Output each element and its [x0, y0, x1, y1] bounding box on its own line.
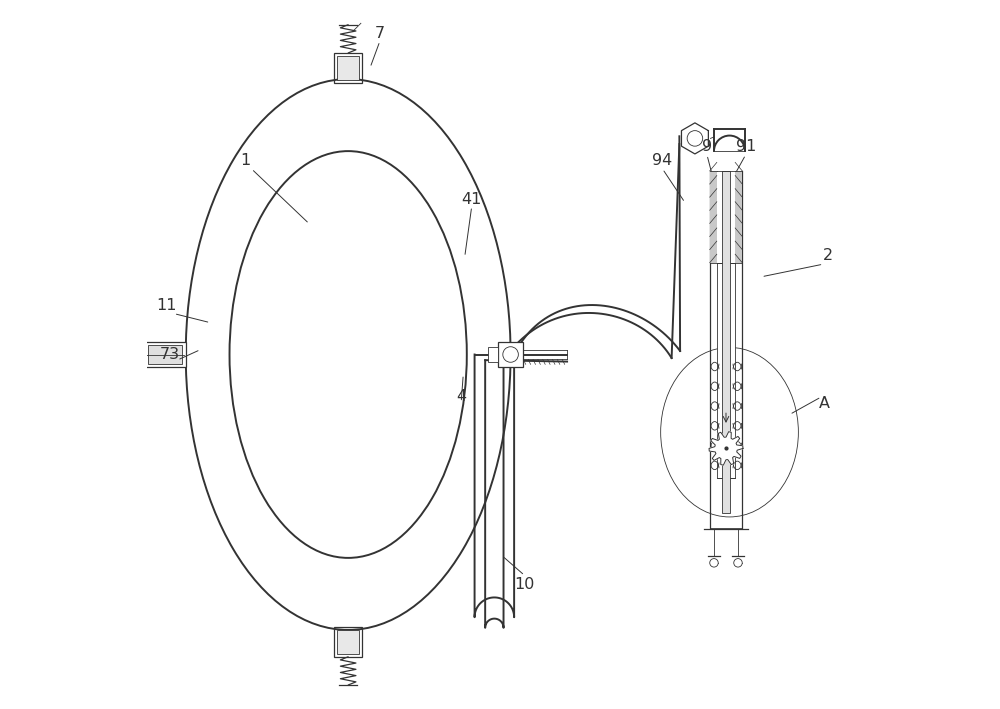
Text: 73: 73	[160, 347, 180, 362]
Circle shape	[734, 559, 742, 567]
Text: 11: 11	[156, 298, 177, 313]
Text: 7: 7	[375, 26, 385, 40]
Text: 94: 94	[652, 152, 673, 168]
Circle shape	[687, 130, 703, 146]
Text: 91: 91	[736, 139, 756, 154]
Text: 9: 9	[702, 139, 712, 154]
FancyBboxPatch shape	[498, 342, 523, 367]
Text: 1: 1	[241, 152, 251, 168]
FancyBboxPatch shape	[722, 171, 730, 513]
FancyBboxPatch shape	[735, 171, 742, 263]
Text: 10: 10	[515, 576, 535, 591]
Text: 41: 41	[462, 191, 482, 206]
FancyBboxPatch shape	[337, 56, 359, 80]
Ellipse shape	[661, 347, 798, 517]
Polygon shape	[681, 123, 708, 154]
FancyBboxPatch shape	[145, 342, 186, 367]
Ellipse shape	[186, 79, 511, 630]
Circle shape	[710, 559, 718, 567]
FancyBboxPatch shape	[488, 347, 498, 362]
Circle shape	[503, 347, 518, 362]
FancyBboxPatch shape	[148, 345, 182, 364]
FancyBboxPatch shape	[710, 171, 717, 263]
Text: 2: 2	[823, 248, 833, 263]
Polygon shape	[709, 432, 743, 465]
Text: 4: 4	[456, 389, 466, 404]
FancyBboxPatch shape	[717, 263, 735, 478]
Text: A: A	[819, 396, 830, 411]
FancyBboxPatch shape	[337, 630, 359, 654]
